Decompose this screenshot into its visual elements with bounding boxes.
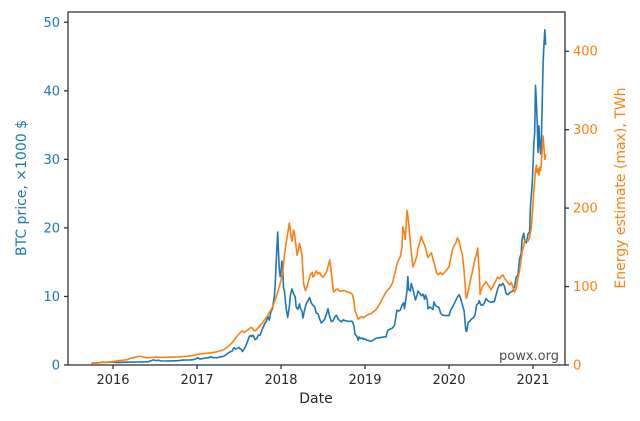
y-right-tick-label: 100 (573, 280, 598, 295)
left-y-axis-label: BTC price, ×1000 $ (14, 119, 30, 257)
y-left-tick-label: 40 (43, 84, 60, 99)
right-y-axis-label: Energy estimate (max), TWh (613, 87, 629, 289)
y-left-tick-label: 10 (43, 290, 60, 305)
x-axis-label: Date (299, 391, 333, 407)
y-right-tick-label: 400 (573, 45, 598, 60)
plot-frame (67, 11, 566, 366)
y-left-tick-label: 0 (52, 359, 60, 374)
x-tick-label: 2020 (432, 373, 465, 388)
y-right-tick-label: 200 (573, 202, 598, 217)
x-tick-label: 2017 (180, 373, 213, 388)
x-tick-label: 2019 (348, 373, 381, 388)
watermark-text: powx.org (499, 349, 559, 364)
x-tick-label: 2018 (264, 373, 297, 388)
y-right-tick-label: 0 (573, 359, 581, 374)
y-right-tick-label: 300 (573, 123, 598, 138)
energy-estimate-line (91, 135, 547, 365)
y-left-tick-label: 30 (43, 153, 60, 168)
btc-price-line (91, 28, 547, 364)
y-left-tick-label: 50 (43, 16, 60, 31)
y-left-tick-label: 20 (43, 221, 60, 236)
x-tick-label: 2016 (96, 373, 129, 388)
x-tick-label: 2021 (516, 373, 549, 388)
